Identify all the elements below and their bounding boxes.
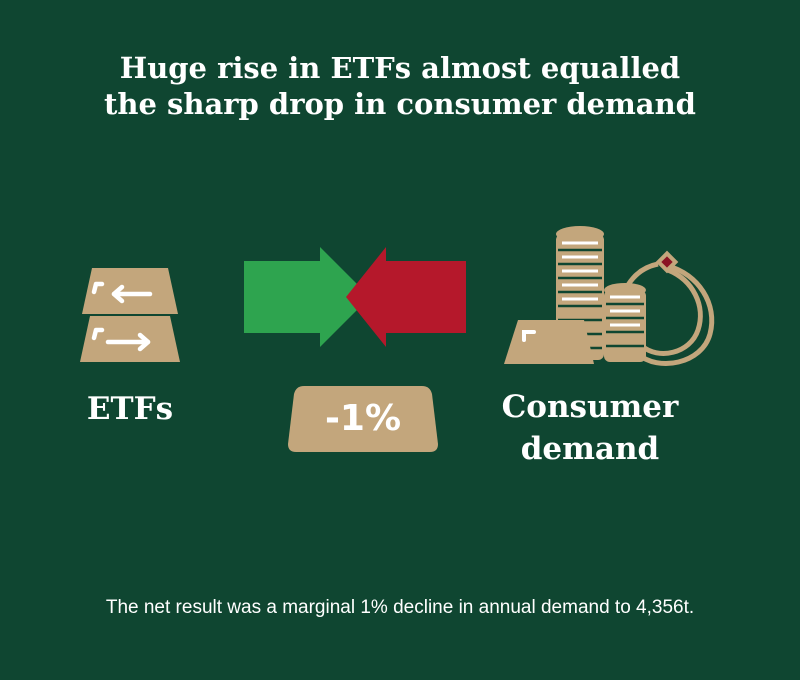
gold-bars-exchange-icon [80, 268, 180, 362]
change-percentage: -1% [324, 397, 402, 439]
title-line-1: Huge rise in ETFs almost equalled [119, 51, 681, 85]
arrows-graphic [244, 247, 466, 347]
consumer-demand-line-1: Consumer [501, 389, 679, 425]
title-line-2: the sharp drop in consumer demand [104, 87, 696, 121]
consumer-demand-line-2: demand [520, 431, 660, 467]
arrow-left-icon [346, 247, 466, 347]
gold-bar-badge-icon [288, 386, 438, 452]
arrow-right-icon [244, 247, 370, 347]
footnote: The net result was a marginal 1% decline… [105, 597, 695, 618]
page-title: Huge rise in ETFs almost equalled the sh… [0, 50, 800, 122]
etfs-label: ETFs [86, 391, 174, 427]
consumer-demand-label: Consumer demand [480, 386, 700, 470]
coins-and-jewellery-icon [504, 226, 715, 367]
